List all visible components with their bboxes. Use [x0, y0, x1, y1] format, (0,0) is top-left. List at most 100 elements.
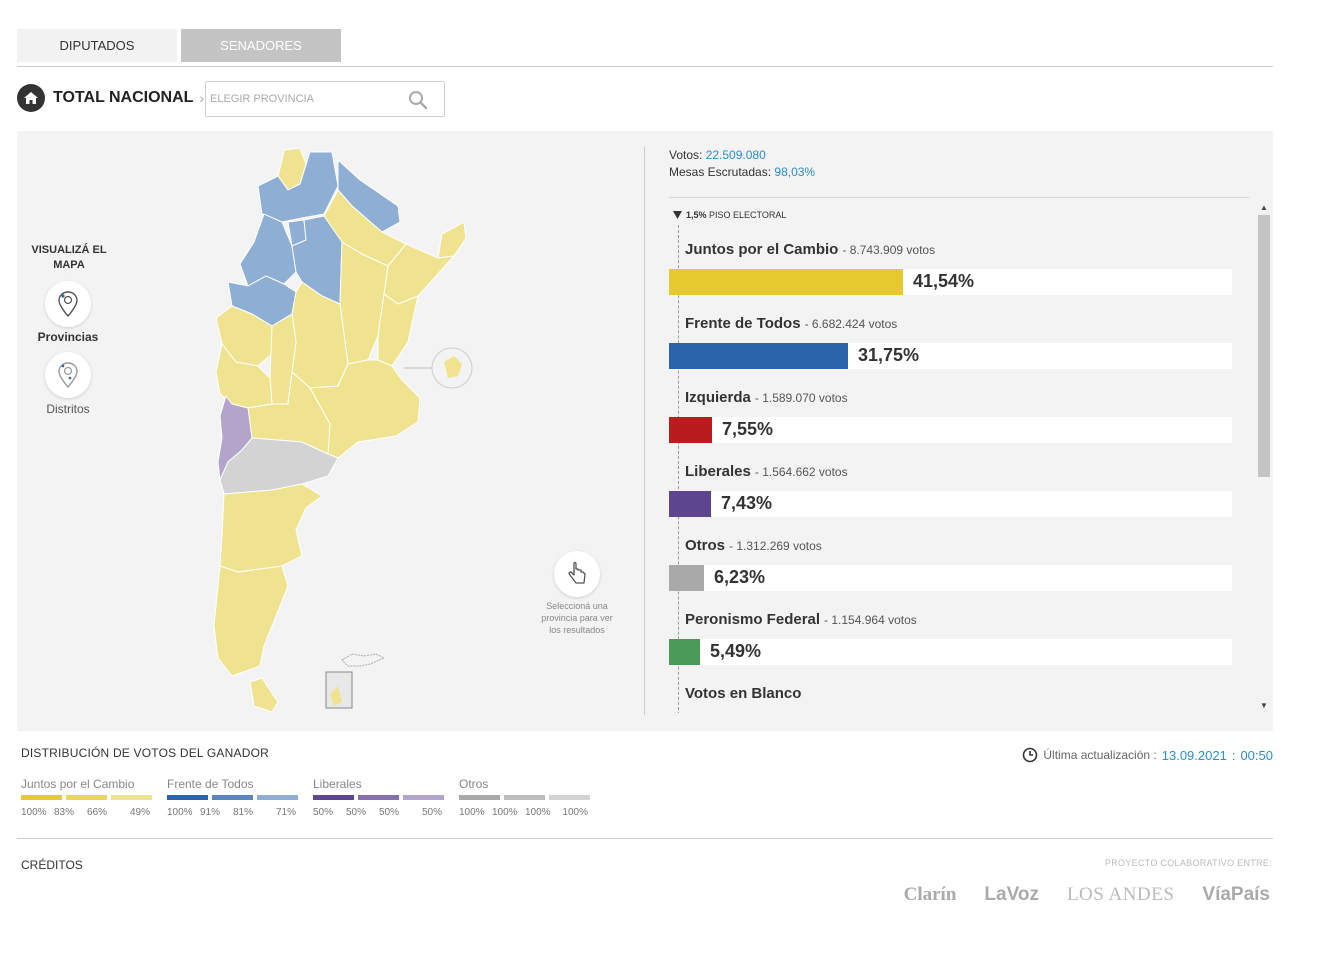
party-votes: - 1.312.269 votos: [729, 539, 822, 553]
result-bar: [669, 565, 704, 591]
provinces-label: Provincias: [37, 330, 99, 344]
result-bar-track: 5,49%: [669, 639, 1232, 665]
logo-lavoz[interactable]: LaVoz: [984, 884, 1039, 905]
legend-swatch: [257, 795, 298, 800]
search-icon[interactable]: [408, 90, 428, 110]
party-name: Juntos por el Cambio - 8.743.909 votos: [685, 241, 936, 258]
result-bar-track: 7,43%: [669, 491, 1232, 517]
province-santacruz: [213, 565, 289, 677]
clock-icon: [1023, 747, 1038, 763]
provinces-view-button[interactable]: [45, 281, 91, 327]
page-title: TOTAL NACIONAL: [53, 89, 194, 106]
credits-link[interactable]: CRÉDITOS: [21, 858, 83, 872]
legend-percentage: 50%: [421, 807, 442, 818]
legend-swatch: [549, 795, 590, 800]
legend-swatch: [212, 795, 253, 800]
total-votes: Votos: 22.509.080: [669, 148, 766, 162]
legend-swatch: [403, 795, 444, 800]
results-list[interactable]: 1,5% PISO ELECTORAL Juntos por el Cambio…: [669, 201, 1249, 713]
breadcrumb: TOTAL NACIONAL ›: [17, 84, 204, 112]
logo-viapais[interactable]: VíaPaís: [1202, 884, 1270, 905]
province-catamarca: [239, 213, 297, 287]
chamber-tabs: DIPUTADOS SENADORES: [17, 29, 341, 62]
legend-swatch: [111, 795, 152, 800]
result-bar: [669, 639, 700, 665]
legend-swatch: [167, 795, 208, 800]
chevron-right-icon: ›: [199, 90, 205, 106]
districts-view-button[interactable]: [45, 352, 91, 398]
result-percentage: 7,55%: [722, 419, 774, 439]
legend-swatch: [504, 795, 545, 800]
party-votes: - 8.743.909 votos: [842, 243, 936, 257]
legend-percentage: 100%: [167, 807, 193, 818]
scroll-down-icon[interactable]: ▼: [1260, 701, 1268, 710]
legend-percentage: 50%: [379, 807, 400, 818]
tab-diputados[interactable]: DIPUTADOS: [17, 29, 177, 62]
result-bar: [669, 343, 848, 369]
legend-party-name: Juntos por el Cambio: [21, 777, 135, 791]
legend-group: Otros 100% 100% 100% 100%: [459, 777, 590, 818]
result-row[interactable]: Otros - 1.312.269 votos 6,23%: [669, 537, 1232, 611]
results-panel: VISUALIZÁ EL MAPA Provincias Distritos: [17, 131, 1273, 731]
province-tierradelfuego: [249, 677, 279, 713]
legend-party-name: Liberales: [313, 777, 362, 791]
result-row[interactable]: Peronismo Federal - 1.154.964 votos 5,49%: [669, 611, 1232, 685]
legend-percentage: 83%: [54, 807, 75, 818]
legend-percentage: 100%: [562, 807, 588, 818]
result-row[interactable]: Liberales - 1.564.662 votos 7,43%: [669, 463, 1232, 537]
result-row[interactable]: Frente de Todos - 6.682.424 votos 31,75%: [669, 315, 1232, 389]
province-chubut: [219, 483, 323, 573]
party-name: Votos en Blanco: [685, 685, 802, 702]
tab-senadores[interactable]: SENADORES: [181, 29, 341, 62]
result-bar: [669, 269, 903, 295]
party-name: Peronismo Federal - 1.154.964 votos: [685, 611, 917, 628]
legend-percentage: 81%: [233, 807, 254, 818]
party-votes: - 1.564.662 votos: [754, 465, 848, 479]
scroll-up-icon[interactable]: ▲: [1260, 203, 1268, 212]
last-update: Última actualización : 13.09.2021 : 00:5…: [1022, 747, 1273, 763]
result-bar-track: 31,75%: [669, 343, 1232, 369]
province-search: [205, 81, 445, 117]
legend-swatch: [21, 795, 62, 800]
logo-losandes[interactable]: LOS ANDES: [1066, 884, 1175, 905]
map-pin-dots-icon: [58, 362, 78, 389]
province-rionegro: [219, 437, 339, 495]
legend-swatch: [66, 795, 107, 800]
panel-divider: [644, 147, 645, 715]
legend-percentage: 100%: [21, 807, 47, 818]
home-button[interactable]: [17, 84, 45, 112]
party-name: Frente de Todos - 6.682.424 votos: [685, 315, 898, 332]
electoral-floor: 1,5% PISO ELECTORAL: [673, 210, 786, 220]
legend-percentage: 50%: [313, 807, 334, 818]
result-row[interactable]: Votos en Blanco: [669, 685, 1232, 713]
legend-swatch: [313, 795, 354, 800]
result-row[interactable]: Izquierda - 1.589.070 votos 7,55%: [669, 389, 1232, 463]
districts-label: Distritos: [46, 402, 90, 416]
result-bar-track: 41,54%: [669, 269, 1232, 295]
legend-percentage: 50%: [346, 807, 367, 818]
result-percentage: 5,49%: [710, 641, 762, 661]
legend-group: Liberales 50% 50% 50% 50%: [313, 777, 444, 818]
hand-pointer-icon: [568, 561, 586, 584]
legend-swatch: [358, 795, 399, 800]
legend-percentage: 100%: [525, 807, 551, 818]
result-percentage: 41,54%: [913, 271, 975, 291]
province-search-input[interactable]: [210, 84, 400, 114]
triangle-down-icon: [673, 211, 682, 219]
party-name: Izquierda - 1.589.070 votos: [685, 389, 848, 406]
argentina-map[interactable]: [192, 146, 492, 716]
legend-percentage: 71%: [275, 807, 296, 818]
results-scrollbar[interactable]: [1258, 215, 1270, 477]
legend-group: Frente de Todos 100% 91% 81% 71%: [167, 777, 298, 818]
logo-clarin[interactable]: Clarín: [903, 884, 957, 905]
result-percentage: 7,43%: [721, 493, 773, 513]
result-percentage: 6,23%: [714, 567, 766, 587]
legend-swatch: [459, 795, 500, 800]
legend-percentage: 91%: [200, 807, 221, 818]
home-icon: [24, 92, 38, 104]
vote-stats: Votos: 22.509.080 Mesas Escrutadas: 98,0…: [669, 147, 815, 181]
select-province-button[interactable]: [554, 551, 600, 597]
province-misiones: [437, 221, 467, 259]
legend-party-name: Otros: [459, 777, 489, 791]
result-row[interactable]: Juntos por el Cambio - 8.743.909 votos 41,…: [669, 241, 1232, 315]
